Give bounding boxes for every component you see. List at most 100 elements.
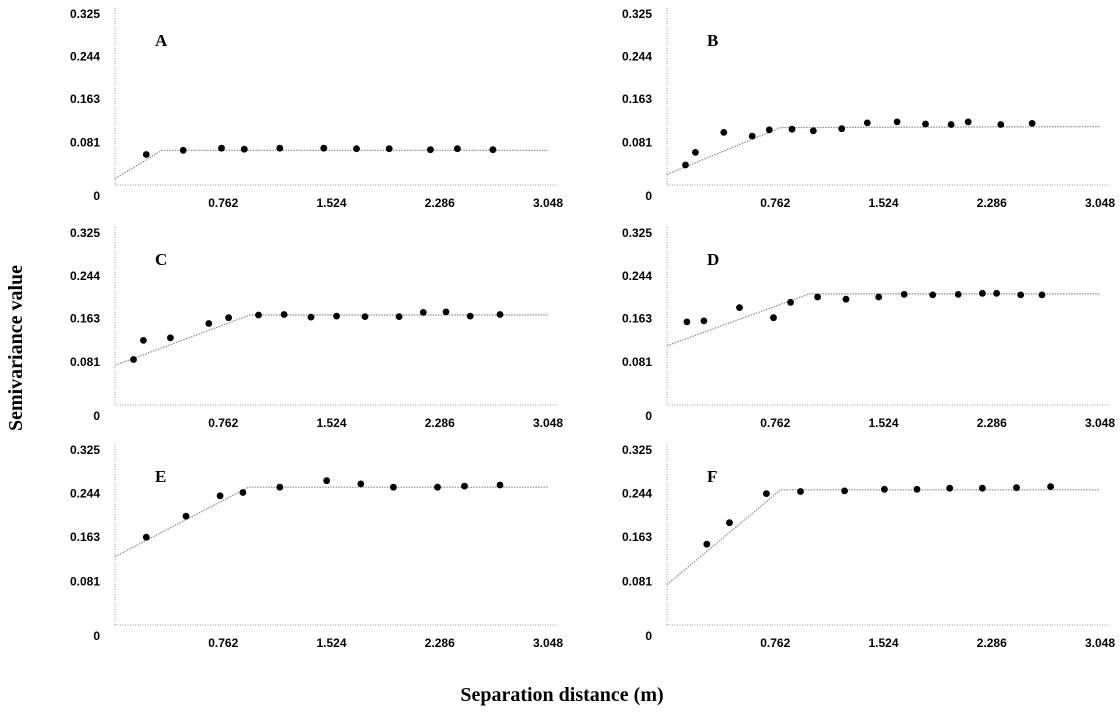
y-tick-label: 0.325: [70, 443, 100, 457]
y-tick-label: 0.325: [70, 7, 100, 21]
data-point: [353, 145, 360, 153]
x-tick-label: 2.286: [977, 636, 1007, 650]
x-tick-label: 2.286: [977, 196, 1007, 210]
data-point: [419, 309, 427, 316]
data-point: [320, 144, 328, 152]
panel-b: 0 0.081 0.163 0.244 0.325 0.762 1.524 2.286 3.04…: [622, 7, 1115, 210]
data-point: [434, 483, 441, 491]
data-point: [395, 313, 403, 320]
y-tick-label: 0.081: [70, 355, 100, 369]
y-tick-label: 0.244: [70, 487, 100, 501]
data-point: [182, 512, 190, 520]
data-point: [881, 485, 888, 493]
x-tick-label: 1.524: [316, 416, 346, 430]
x-tick-label: 3.048: [1085, 416, 1115, 430]
panel-label: D: [707, 250, 719, 269]
y-tick-label: 0.081: [70, 135, 100, 149]
data-point: [167, 334, 174, 342]
model-curve: [666, 489, 1100, 586]
data-point: [142, 533, 150, 541]
x-tick-label: 1.524: [868, 416, 898, 430]
data-point: [947, 121, 955, 128]
x-tick-label: 0.762: [760, 196, 790, 210]
data-point: [993, 289, 1000, 297]
data-point: [692, 149, 699, 156]
panel-label: E: [155, 467, 166, 486]
data-point: [683, 318, 691, 326]
data-point: [720, 129, 728, 136]
data-point: [946, 484, 954, 492]
data-point: [700, 317, 708, 325]
x-tick-label: 2.286: [425, 196, 455, 210]
data-point: [427, 146, 434, 154]
data-point: [748, 132, 756, 140]
panel-label: A: [155, 31, 168, 50]
data-point: [979, 484, 986, 492]
x-tick-label: 2.286: [425, 636, 455, 650]
data-point: [142, 151, 150, 158]
data-point: [788, 125, 796, 133]
data-point: [1017, 291, 1025, 299]
data-point: [875, 293, 883, 301]
data-point: [893, 118, 901, 126]
x-axis-title: Separation distance (m): [460, 684, 663, 706]
y-tick-label: 0.244: [622, 269, 652, 283]
x-tick-label: 3.048: [1085, 196, 1115, 210]
y-tick-label: 0.325: [622, 226, 652, 240]
y-tick-label: 0: [645, 409, 652, 423]
x-tick-label: 0.762: [208, 416, 238, 430]
data-point: [863, 119, 871, 127]
y-tick-label: 0.081: [70, 574, 100, 588]
x-tick-label: 0.762: [208, 196, 238, 210]
data-point: [489, 146, 497, 154]
y-tick-label: 0.163: [622, 312, 652, 326]
data-point: [997, 121, 1005, 128]
data-point: [765, 126, 773, 134]
data-point: [454, 145, 461, 153]
data-point: [280, 311, 288, 318]
data-point: [842, 295, 850, 303]
model-curve: [114, 486, 548, 558]
data-point: [218, 144, 225, 152]
model-curve: [114, 314, 548, 366]
x-tick-label: 2.286: [425, 416, 455, 430]
model-curve: [114, 149, 548, 180]
data-point: [361, 313, 369, 320]
x-tick-label: 3.048: [533, 416, 563, 430]
panel-a: 0 0.081 0.163 0.244 0.325 0.762 1.524 2.286 3.04…: [70, 7, 563, 210]
data-point: [841, 487, 848, 495]
y-tick-label: 0.163: [622, 530, 652, 544]
x-tick-label: 3.048: [533, 196, 563, 210]
data-point: [255, 311, 262, 319]
data-point: [979, 289, 986, 297]
data-point: [964, 118, 972, 126]
x-tick-label: 1.524: [868, 196, 898, 210]
x-tick-label: 1.524: [316, 636, 346, 650]
x-tick-label: 0.762: [760, 416, 790, 430]
data-point: [240, 145, 248, 153]
data-point: [763, 490, 770, 497]
model-curve: [666, 126, 1101, 176]
data-point: [130, 356, 137, 363]
panel-label: B: [707, 31, 718, 50]
data-point: [442, 308, 450, 316]
data-point: [929, 291, 937, 299]
data-point: [390, 483, 397, 491]
data-point: [682, 161, 689, 169]
data-point: [954, 291, 962, 298]
y-tick-label: 0: [93, 409, 100, 423]
data-point: [736, 304, 743, 311]
data-point: [922, 120, 929, 128]
y-tick-label: 0.244: [622, 487, 652, 501]
data-point: [1028, 120, 1036, 127]
data-point: [1038, 291, 1046, 299]
data-point: [239, 489, 247, 496]
panel-c: 0 0.081 0.163 0.244 0.325 0.762 1.524 2.286 3.04…: [70, 226, 563, 430]
data-point: [1047, 483, 1054, 490]
y-tick-label: 0.244: [70, 50, 100, 64]
y-tick-label: 0: [93, 189, 100, 203]
y-tick-label: 0.163: [70, 530, 100, 544]
data-point: [225, 314, 233, 322]
data-point: [466, 312, 474, 320]
